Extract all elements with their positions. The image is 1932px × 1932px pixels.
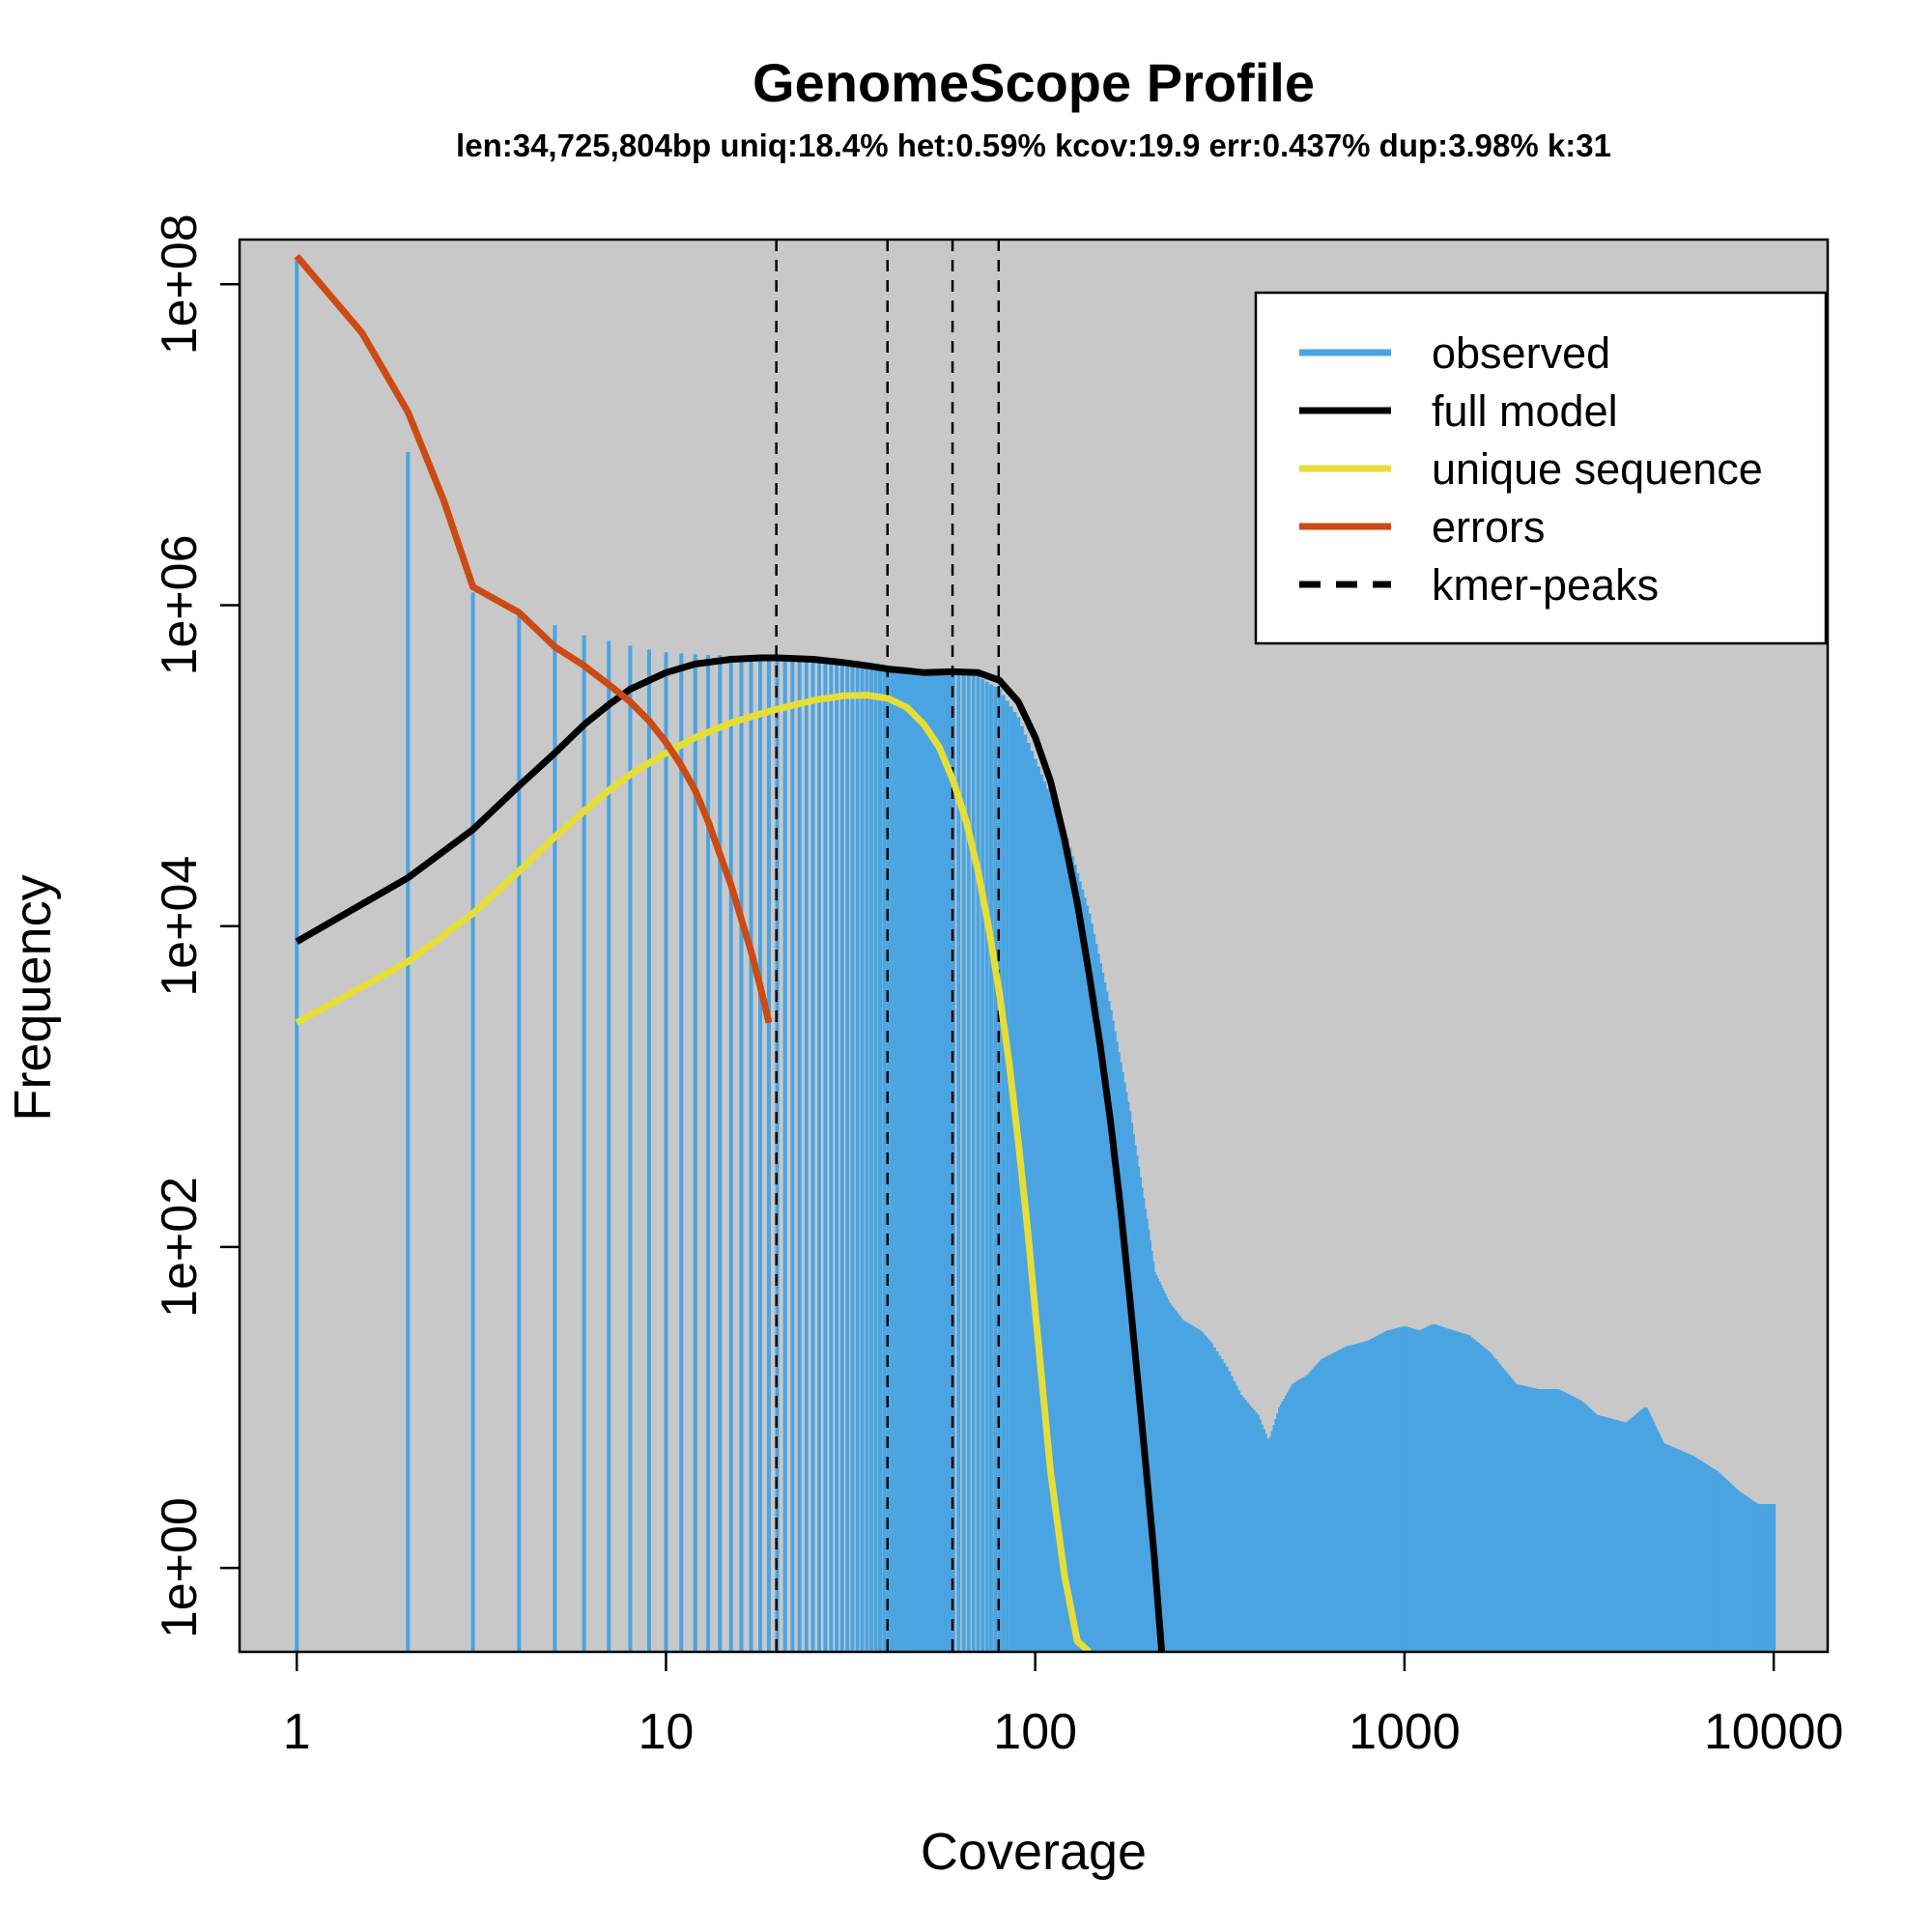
plot-frame xyxy=(238,238,1830,1654)
legend-label-errors: errors xyxy=(1432,502,1546,552)
y-tick-label: 1e+08 xyxy=(152,213,208,355)
y-tick-label: 1e+02 xyxy=(152,1177,208,1318)
y-tick-label: 1e+06 xyxy=(152,534,208,675)
errors-line xyxy=(294,253,773,1024)
chart-title: GenomeScope Profile xyxy=(753,52,1315,113)
x-tick-label: 10000 xyxy=(1704,1704,1844,1760)
legend-label-full-model: full model xyxy=(1432,386,1618,436)
legend-label-observed: observed xyxy=(1432,328,1610,378)
legend-label-kmer-peaks: kmer-peaks xyxy=(1432,560,1659,610)
y-tick-label: 1e+04 xyxy=(152,856,208,997)
axes: 1 10 100 1000 10000 1e+00 1e+02 1e+04 1e+06 1e+08 xyxy=(152,213,1843,1760)
plot-series-group xyxy=(294,240,1776,1652)
legend: observed full model unique sequence errors k… xyxy=(1254,291,1828,645)
x-tick-label: 1000 xyxy=(1349,1704,1461,1760)
kmer-peak-lines xyxy=(775,240,1001,1652)
y-axis-label: Frequency xyxy=(4,874,62,1121)
x-tick-label: 100 xyxy=(993,1704,1077,1760)
observed-histogram xyxy=(295,261,1776,1652)
legend-label-unique-sequence: unique sequence xyxy=(1432,444,1763,494)
full-model-line xyxy=(295,654,1166,1652)
x-tick-label: 1 xyxy=(283,1704,311,1760)
x-axis-label: Coverage xyxy=(921,1823,1147,1881)
unique-sequence-line xyxy=(295,692,1092,1652)
y-tick-label: 1e+00 xyxy=(152,1497,208,1638)
x-tick-label: 10 xyxy=(639,1704,695,1760)
chart-subtitle: len:34,725,804bp uniq:18.4% het:0.59% kc… xyxy=(456,128,1611,163)
